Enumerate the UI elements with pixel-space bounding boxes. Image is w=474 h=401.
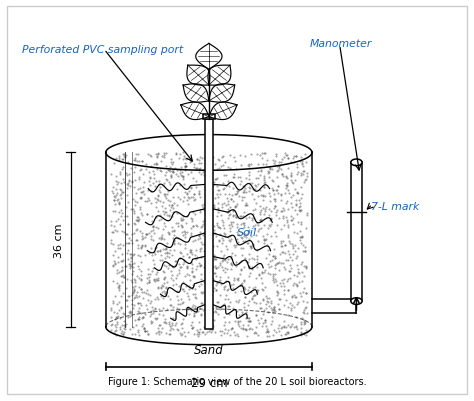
Text: 36 cm: 36 cm [54, 223, 64, 257]
Bar [351, 163, 362, 301]
Text: Manometer: Manometer [310, 39, 372, 49]
Text: Soil: Soil [237, 227, 257, 237]
Text: 7-L mark: 7-L mark [372, 201, 419, 211]
Ellipse shape [351, 160, 362, 166]
Text: 29 cm: 29 cm [191, 377, 227, 389]
Bar [203, 115, 215, 119]
Text: Sand: Sand [194, 343, 224, 356]
Ellipse shape [351, 298, 362, 305]
Text: Figure 1: Schematic view of the 20 L soil bioreactors.: Figure 1: Schematic view of the 20 L soi… [108, 377, 366, 387]
Text: Perforated PVC sampling port: Perforated PVC sampling port [21, 45, 182, 55]
Bar [205, 119, 213, 329]
